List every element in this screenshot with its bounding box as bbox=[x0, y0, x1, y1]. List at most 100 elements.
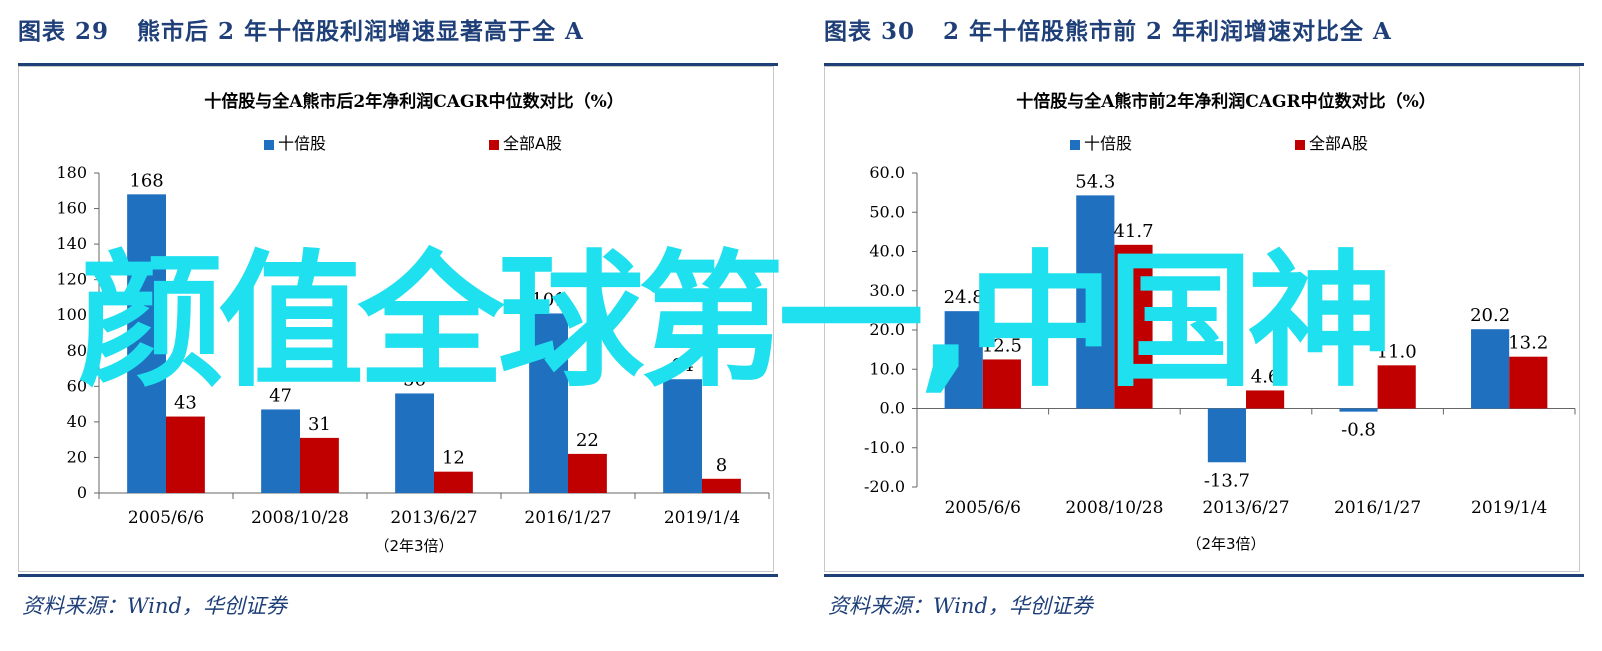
bar-series1 bbox=[395, 393, 434, 493]
figure-29-source: 资料来源：Wind，华创证券 bbox=[22, 594, 287, 618]
bar-series2 bbox=[982, 359, 1021, 409]
y-tick-label: 160 bbox=[56, 199, 87, 218]
bar-series1 bbox=[1207, 408, 1246, 463]
bar-series1 bbox=[261, 409, 300, 493]
y-tick-label: 50.0 bbox=[869, 202, 905, 221]
bottom-rule bbox=[18, 574, 778, 577]
chart-29: 十倍股与全A熊市后2年净利润CAGR中位数对比（%） 十倍股 全部A股 0 20 40 60… bbox=[56, 91, 770, 555]
chart-30: 十倍股与全A熊市前2年净利润CAGR中位数对比（%） 十倍股 全部A股 -20.0 -1… bbox=[864, 91, 1576, 553]
y-tick-label: -10.0 bbox=[864, 438, 905, 457]
y-tick-label: 20 bbox=[67, 447, 87, 466]
data-label: 11.0 bbox=[1377, 341, 1417, 362]
data-label: 8 bbox=[716, 455, 727, 476]
bar-series1 bbox=[529, 313, 568, 493]
data-label: 20.2 bbox=[1470, 305, 1510, 326]
data-label: 12 bbox=[442, 448, 465, 469]
x-tick-label: 2016/1/27 bbox=[1334, 498, 1421, 518]
legend-label-2: 全部A股 bbox=[1309, 134, 1368, 153]
data-label: 101 bbox=[531, 289, 565, 310]
y-tick-label: 30.0 bbox=[869, 281, 905, 300]
top-rule bbox=[18, 63, 778, 66]
bar-series2 bbox=[434, 471, 473, 493]
x-axis-note: （2年3倍） bbox=[374, 537, 453, 555]
chart-30-frame: 十倍股与全A熊市前2年净利润CAGR中位数对比（%） 十倍股 全部A股 -20.0 -1… bbox=[824, 66, 1580, 572]
legend-swatch-1 bbox=[264, 140, 274, 150]
data-label: 54.3 bbox=[1075, 171, 1115, 192]
figure-29-title: 图表 29 熊市后 2 年十倍股利润增速显著高于全 A bbox=[18, 12, 584, 46]
y-tick-label: 180 bbox=[56, 163, 87, 182]
data-label: -0.8 bbox=[1341, 420, 1376, 441]
bar-series2 bbox=[1509, 356, 1548, 409]
y-tick-label: 0.0 bbox=[880, 399, 905, 418]
x-tick-label: 2008/10/28 bbox=[251, 508, 349, 528]
data-label: 47 bbox=[269, 385, 292, 406]
x-tick-label: 2005/6/6 bbox=[945, 498, 1021, 518]
legend-swatch-2 bbox=[489, 140, 499, 150]
y-tick-label: 40.0 bbox=[869, 242, 905, 261]
x-tick-label: 2019/1/4 bbox=[664, 508, 740, 528]
x-tick-label: 2008/10/28 bbox=[1065, 498, 1163, 518]
chart-title: 十倍股与全A熊市前2年净利润CAGR中位数对比（%） bbox=[1016, 91, 1436, 112]
figure-29-panel: 图表 29 熊市后 2 年十倍股利润增速显著高于全 A 十倍股与全A熊市后2年净利… bbox=[0, 0, 790, 651]
x-tick-label: 2005/6/6 bbox=[128, 508, 204, 528]
bar-series2 bbox=[1377, 365, 1416, 409]
bar-series1 bbox=[663, 379, 702, 493]
legend-label-2: 全部A股 bbox=[503, 134, 562, 153]
y-tick-label: 20.0 bbox=[869, 320, 905, 339]
figure-30-panel: 图表 30 2 年十倍股熊市前 2 年利润增速对比全 A 十倍股与全A熊市前2年净… bbox=[806, 0, 1596, 651]
chart-title: 十倍股与全A熊市后2年净利润CAGR中位数对比（%） bbox=[204, 91, 624, 112]
data-label: 168 bbox=[129, 170, 163, 191]
data-label: 43 bbox=[174, 393, 197, 414]
figure-30-heading: 2 年十倍股熊市前 2 年利润增速对比全 A bbox=[943, 18, 1392, 45]
x-tick-label: 2013/6/27 bbox=[390, 508, 477, 528]
bottom-rule bbox=[824, 574, 1584, 577]
bar-series2 bbox=[702, 478, 741, 493]
figure-29-label: 图表 29 bbox=[18, 18, 110, 45]
y-tick-label: 60 bbox=[67, 376, 87, 395]
y-tick-label: -20.0 bbox=[864, 477, 905, 496]
legend-label-1: 十倍股 bbox=[1084, 134, 1132, 153]
data-label: 31 bbox=[308, 414, 331, 435]
y-tick-label: 100 bbox=[56, 305, 87, 324]
data-label: 13.2 bbox=[1508, 333, 1548, 354]
x-tick-label: 2016/1/27 bbox=[524, 508, 611, 528]
data-label: 24.8 bbox=[944, 287, 984, 308]
bar-series1 bbox=[1471, 329, 1510, 409]
y-tick-label: 140 bbox=[56, 234, 87, 253]
figure-30-source: 资料来源：Wind，华创证券 bbox=[828, 594, 1093, 618]
legend-label-1: 十倍股 bbox=[278, 134, 326, 153]
data-label: 22 bbox=[576, 430, 599, 451]
bar-series2 bbox=[166, 416, 205, 493]
bar-series1 bbox=[1339, 408, 1378, 412]
x-tick-label: 2013/6/27 bbox=[1202, 498, 1289, 518]
bar-series2 bbox=[300, 437, 339, 493]
figure-30-title: 图表 30 2 年十倍股熊市前 2 年利润增速对比全 A bbox=[824, 12, 1392, 46]
y-tick-label: 60.0 bbox=[869, 163, 905, 182]
data-label: 12.5 bbox=[982, 335, 1022, 356]
watermark-overlay: 颜值全球第一,中国神 bbox=[78, 237, 1393, 407]
data-label: 4.6 bbox=[1251, 366, 1280, 387]
bar-series2 bbox=[1114, 244, 1153, 409]
bar-series1 bbox=[127, 194, 166, 493]
data-label: 56 bbox=[403, 369, 426, 390]
legend-swatch-2 bbox=[1295, 140, 1305, 150]
figure-30-label: 图表 30 bbox=[824, 18, 916, 45]
data-label: 64 bbox=[671, 355, 694, 376]
figure-29-heading: 熊市后 2 年十倍股利润增速显著高于全 A bbox=[137, 18, 584, 45]
data-label: 41.7 bbox=[1113, 221, 1153, 242]
legend-swatch-1 bbox=[1070, 140, 1080, 150]
bar-series1 bbox=[944, 311, 983, 409]
y-tick-label: 120 bbox=[56, 270, 87, 289]
bar-series2 bbox=[1246, 390, 1285, 409]
x-axis-note: （2年3倍） bbox=[1186, 535, 1265, 553]
y-tick-label: 40 bbox=[67, 412, 87, 431]
x-tick-label: 2019/1/4 bbox=[1471, 498, 1547, 518]
y-tick-label: 80 bbox=[67, 341, 87, 360]
bar-series2 bbox=[568, 453, 607, 493]
y-tick-label: 10.0 bbox=[869, 359, 905, 378]
y-tick-label: 0 bbox=[77, 483, 87, 502]
chart-29-frame: 十倍股与全A熊市后2年净利润CAGR中位数对比（%） 十倍股 全部A股 0 20 40 60… bbox=[18, 66, 774, 572]
top-rule bbox=[824, 63, 1584, 66]
data-label: -13.7 bbox=[1204, 470, 1250, 491]
bar-series1 bbox=[1076, 195, 1115, 409]
